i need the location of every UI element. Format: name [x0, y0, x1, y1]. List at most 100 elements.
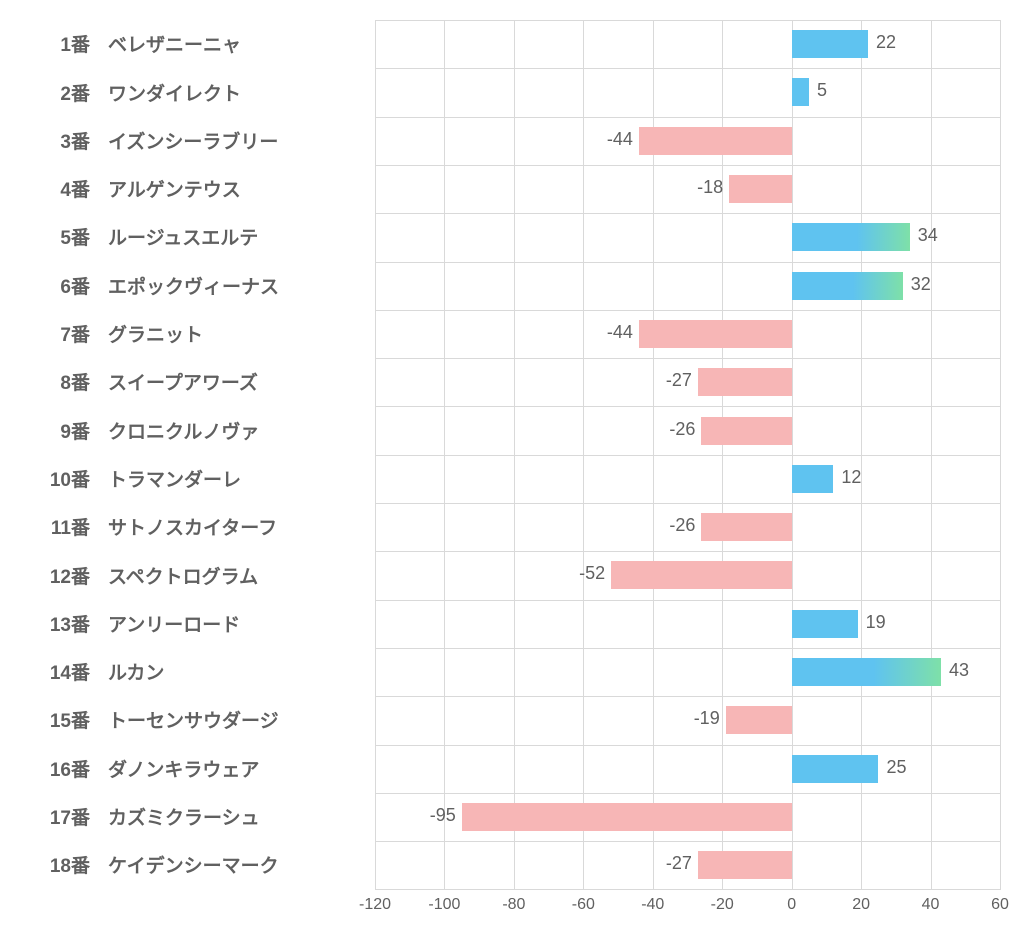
row-label: 5番ルージュスエルテ — [0, 223, 360, 252]
row-label: 12番スペクトログラム — [0, 561, 360, 590]
row-number: 18番 — [0, 851, 108, 878]
gridline-horizontal — [375, 406, 1000, 407]
bar — [792, 78, 809, 106]
row-number: 4番 — [0, 175, 108, 202]
x-axis-tick-label: -100 — [419, 896, 469, 914]
row-label: 6番エポックヴィーナス — [0, 271, 360, 300]
value-label: 12 — [841, 467, 861, 488]
gridline-horizontal — [375, 889, 1000, 890]
gridline-vertical — [1000, 20, 1001, 890]
x-axis-tick-label: -40 — [628, 896, 678, 914]
gridline-horizontal — [375, 793, 1000, 794]
row-name: ダノンキラウェア — [108, 755, 360, 782]
gridline-horizontal — [375, 455, 1000, 456]
bar — [698, 851, 792, 879]
row-label: 15番トーセンサウダージ — [0, 706, 360, 735]
gridline-horizontal — [375, 696, 1000, 697]
x-axis-tick-label: 20 — [836, 896, 886, 914]
row-name: ケイデンシーマーク — [108, 851, 360, 878]
row-name: トーセンサウダージ — [108, 706, 360, 733]
row-label: 9番クロニクルノヴァ — [0, 416, 360, 445]
bar — [462, 803, 792, 831]
value-label: -27 — [666, 370, 692, 391]
row-label: 2番ワンダイレクト — [0, 78, 360, 107]
bar — [639, 320, 792, 348]
value-label: -44 — [607, 322, 633, 343]
row-number: 9番 — [0, 417, 108, 444]
x-axis-tick-label: 0 — [767, 896, 817, 914]
gridline-horizontal — [375, 117, 1000, 118]
row-name: クロニクルノヴァ — [108, 417, 360, 444]
row-number: 15番 — [0, 706, 108, 733]
row-name: スイープアワーズ — [108, 368, 360, 395]
row-label: 17番カズミクラーシュ — [0, 802, 360, 831]
row-name: サトノスカイターフ — [108, 513, 360, 540]
row-name: グラニット — [108, 320, 360, 347]
x-axis-tick-label: 40 — [906, 896, 956, 914]
row-number: 3番 — [0, 127, 108, 154]
value-label: -19 — [694, 708, 720, 729]
row-label: 18番ケイデンシーマーク — [0, 851, 360, 880]
row-number: 2番 — [0, 79, 108, 106]
gridline-horizontal — [375, 310, 1000, 311]
row-number: 8番 — [0, 368, 108, 395]
x-axis-tick-label: -20 — [697, 896, 747, 914]
row-name: ワンダイレクト — [108, 79, 360, 106]
row-label: 16番ダノンキラウェア — [0, 754, 360, 783]
value-label: 34 — [918, 225, 938, 246]
gridline-horizontal — [375, 20, 1000, 21]
bar — [698, 368, 792, 396]
row-number: 16番 — [0, 755, 108, 782]
value-label: 32 — [911, 274, 931, 295]
row-label: 3番イズンシーラブリー — [0, 126, 360, 155]
row-number: 5番 — [0, 223, 108, 250]
value-label: -18 — [697, 177, 723, 198]
row-number: 6番 — [0, 272, 108, 299]
gridline-horizontal — [375, 551, 1000, 552]
gridline-horizontal — [375, 503, 1000, 504]
row-name: イズンシーラブリー — [108, 127, 360, 154]
gridline-horizontal — [375, 648, 1000, 649]
row-label: 4番アルゲンテウス — [0, 174, 360, 203]
bar — [701, 417, 791, 445]
gridline-horizontal — [375, 165, 1000, 166]
row-name: アルゲンテウス — [108, 175, 360, 202]
value-label: 43 — [949, 660, 969, 681]
row-name: エポックヴィーナス — [108, 272, 360, 299]
gridline-horizontal — [375, 68, 1000, 69]
row-number: 17番 — [0, 803, 108, 830]
row-name: ルージュスエルテ — [108, 223, 360, 250]
row-name: ベレザニーニャ — [108, 30, 360, 57]
bar — [792, 223, 910, 251]
value-label: -95 — [430, 805, 456, 826]
bar — [792, 272, 903, 300]
row-number: 7番 — [0, 320, 108, 347]
row-name: カズミクラーシュ — [108, 803, 360, 830]
chart-container: 1番ベレザニーニャ2番ワンダイレクト3番イズンシーラブリー4番アルゲンテウス5番… — [0, 0, 1022, 939]
row-number: 12番 — [0, 562, 108, 589]
gridline-horizontal — [375, 262, 1000, 263]
bar — [611, 561, 792, 589]
row-name: トラマンダーレ — [108, 465, 360, 492]
row-name: アンリーロード — [108, 610, 360, 637]
x-axis-tick-label: 60 — [975, 896, 1022, 914]
gridline-horizontal — [375, 358, 1000, 359]
row-label: 1番ベレザニーニャ — [0, 30, 360, 59]
bar — [639, 127, 792, 155]
bar — [726, 706, 792, 734]
value-label: -26 — [669, 515, 695, 536]
row-label: 8番スイープアワーズ — [0, 368, 360, 397]
row-name: スペクトログラム — [108, 562, 360, 589]
value-label: -27 — [666, 853, 692, 874]
row-number: 10番 — [0, 465, 108, 492]
value-label: 19 — [866, 612, 886, 633]
bar — [792, 755, 879, 783]
bar — [792, 610, 858, 638]
gridline-horizontal — [375, 745, 1000, 746]
x-axis-tick-label: -60 — [558, 896, 608, 914]
bar — [792, 30, 868, 58]
bar — [729, 175, 792, 203]
gridline-horizontal — [375, 600, 1000, 601]
row-label: 13番アンリーロード — [0, 609, 360, 638]
row-number: 1番 — [0, 30, 108, 57]
